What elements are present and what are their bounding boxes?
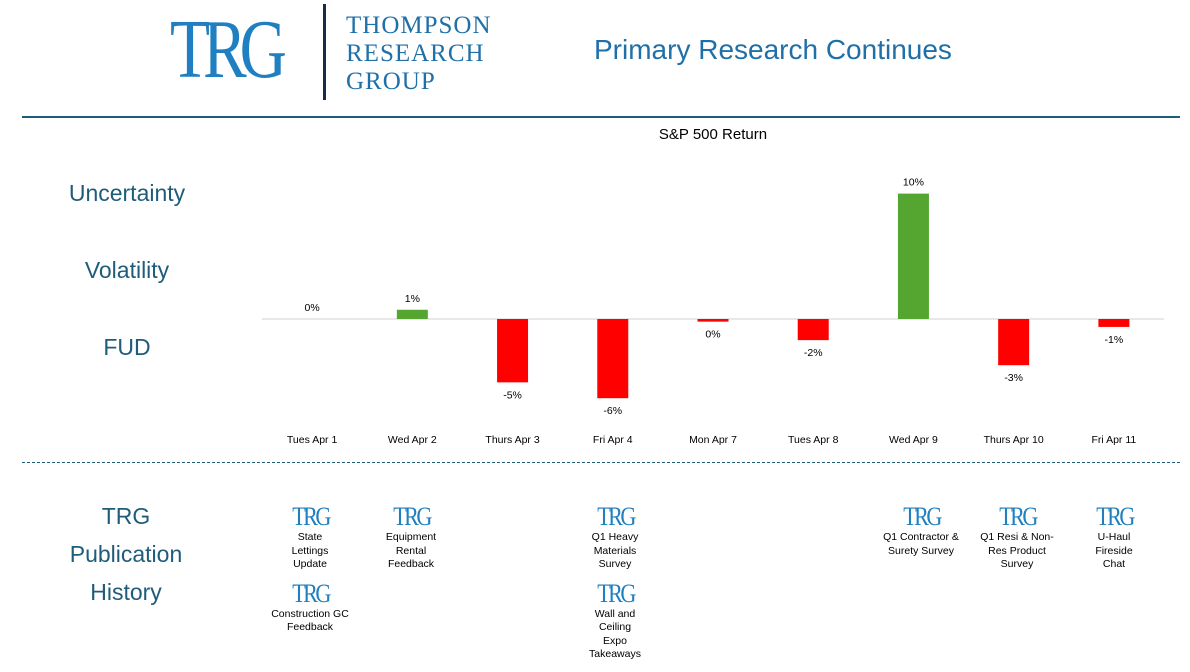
label-history-trg: TRG xyxy=(101,503,151,529)
label-uncertainty: Uncertainty xyxy=(68,180,186,206)
data-label: 10% xyxy=(903,177,924,189)
data-label: 1% xyxy=(405,293,420,305)
label-history-history: History xyxy=(90,579,162,605)
publication-title: Q1 Heavy Materials Survey xyxy=(591,531,639,570)
logo-line-2: RESEARCH xyxy=(346,40,485,67)
bar xyxy=(1098,319,1130,327)
bar xyxy=(597,319,629,399)
data-label: -2% xyxy=(804,347,823,359)
publication-item[interactable]: TRG Q1 Heavy Materials Survey xyxy=(565,502,665,572)
publication-title: State Lettings Update xyxy=(291,531,329,570)
publication-title: U-Haul Fireside Chat xyxy=(1095,531,1133,570)
data-label: -6% xyxy=(603,405,622,417)
category-tick-label: Fri Apr 11 xyxy=(1092,434,1137,446)
bar xyxy=(998,319,1030,366)
data-label: -3% xyxy=(1004,372,1023,384)
trg-mini-logo: TRG xyxy=(596,578,636,608)
publication-item[interactable]: TRG Construction GC Feedback xyxy=(260,578,360,635)
trg-mini-logo: TRG xyxy=(291,578,331,608)
pub-column-apr11: TRG U-Haul Fireside Chat xyxy=(1064,502,1164,582)
trg-logo: TRG THOMPSON RESEARCH GROUP xyxy=(170,2,500,102)
publication-title: Equipment Rental Feedback xyxy=(385,531,437,570)
bar xyxy=(897,193,929,319)
publication-item[interactable]: TRG U-Haul Fireside Chat xyxy=(1064,502,1164,572)
bar xyxy=(797,319,829,341)
logo-mark: TRG xyxy=(170,3,287,96)
sp500-return-chart: S&P 500 Return 0% Tues Apr 1 1% Wed Apr 2 -5%… xyxy=(262,126,1164,446)
section-divider xyxy=(22,462,1180,463)
logo-line-1: THOMPSON xyxy=(346,12,492,39)
pub-column-apr1: TRG State Lettings Update TRG Constructi… xyxy=(260,502,360,645)
bar xyxy=(697,319,729,322)
category-tick-label: Tues Apr 8 xyxy=(788,434,839,446)
page-title: Primary Research Continues xyxy=(594,34,952,65)
publication-item[interactable]: TRG Q1 Contractor & Surety Survey xyxy=(866,502,976,558)
publication-title: Q1 Resi & Non-Res Product Survey xyxy=(980,531,1054,570)
data-label: -5% xyxy=(503,389,522,401)
category-tick-label: Mon Apr 7 xyxy=(689,434,737,446)
chart-title: S&P 500 Return xyxy=(659,126,767,143)
logo-divider xyxy=(323,4,326,100)
data-label: 0% xyxy=(305,302,320,314)
pub-column-apr9: TRG Q1 Contractor & Surety Survey xyxy=(866,502,976,568)
trg-mini-logo: TRG xyxy=(291,502,331,531)
publication-title: Wall and Ceiling Expo Takeaways xyxy=(589,607,641,661)
label-volatility: Volatility xyxy=(84,257,170,283)
logo-wordmark: THOMPSON RESEARCH GROUP xyxy=(346,12,492,96)
label-fud: FUD xyxy=(103,334,151,360)
publication-title: Construction GC Feedback xyxy=(271,607,349,634)
trg-mini-logo: TRG xyxy=(392,502,432,531)
publication-item[interactable]: TRG Q1 Resi & Non-Res Product Survey xyxy=(967,502,1067,572)
bar xyxy=(497,319,529,383)
trg-mini-logo: TRG xyxy=(596,502,636,531)
pub-column-apr10: TRG Q1 Resi & Non-Res Product Survey xyxy=(967,502,1067,582)
publication-item[interactable]: TRG Equipment Rental Feedback xyxy=(361,502,461,572)
data-label: -1% xyxy=(1105,334,1124,346)
label-history-publication: Publication xyxy=(69,541,183,567)
category-tick-label: Tues Apr 1 xyxy=(287,434,338,446)
top-divider xyxy=(22,116,1180,118)
pub-column-apr4: TRG Q1 Heavy Materials Survey TRG Wall a… xyxy=(565,502,665,672)
category-tick-label: Wed Apr 2 xyxy=(388,434,437,446)
category-tick-label: Wed Apr 9 xyxy=(889,434,938,446)
category-tick-label: Thurs Apr 10 xyxy=(984,434,1044,446)
trg-mini-logo: TRG xyxy=(1095,502,1135,531)
trg-mini-logo: TRG xyxy=(998,502,1038,531)
publication-item[interactable]: TRG Wall and Ceiling Expo Takeaways xyxy=(565,578,665,662)
trg-mini-logo: TRG xyxy=(902,502,942,531)
logo-line-3: GROUP xyxy=(346,68,436,95)
publication-item[interactable]: TRG State Lettings Update xyxy=(260,502,360,572)
data-label: 0% xyxy=(705,329,720,341)
publication-title: Q1 Contractor & Surety Survey xyxy=(883,531,959,557)
bar xyxy=(396,309,428,319)
pub-column-apr2: TRG Equipment Rental Feedback xyxy=(361,502,461,582)
category-tick-label: Thurs Apr 3 xyxy=(485,434,539,446)
category-tick-label: Fri Apr 4 xyxy=(593,434,633,446)
